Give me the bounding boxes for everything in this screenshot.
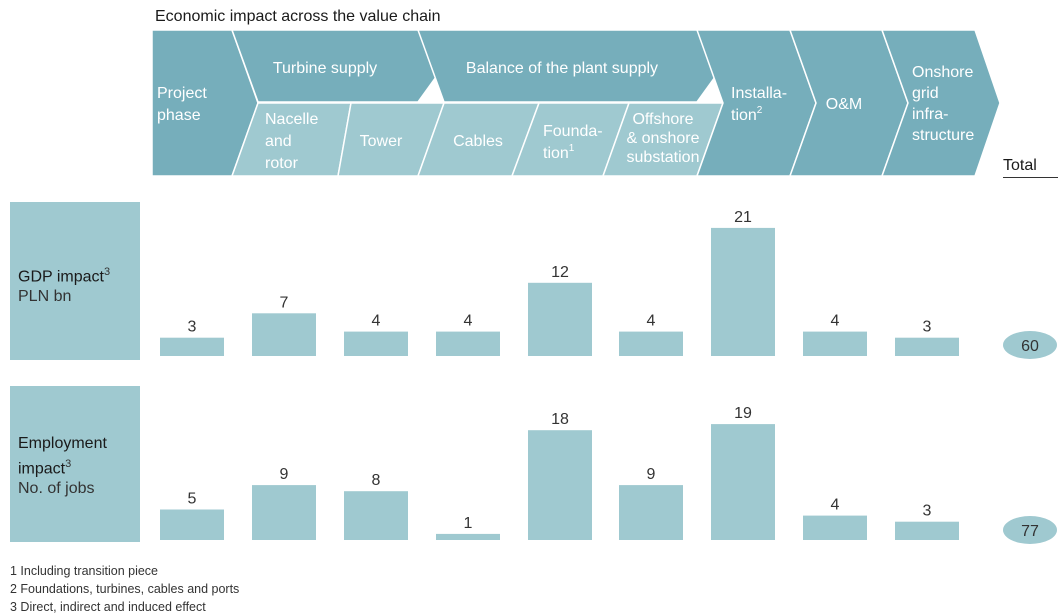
nacelle-label: Nacelle and rotor <box>265 111 318 172</box>
jobs-bar-1 <box>160 509 224 540</box>
project-phase-label-line-2: phase <box>157 107 201 124</box>
gdp-bar-label-7: 21 <box>734 209 752 226</box>
jobs-row-label-box: Employment impact3 No. of jobs <box>10 386 140 542</box>
foundation-label-line-2: tion <box>543 145 569 162</box>
gdp-bar-label-8: 4 <box>831 313 840 330</box>
jobs-bar-label-9: 3 <box>923 503 932 520</box>
jobs-total-pill <box>1003 516 1057 544</box>
gdp-bar-8 <box>803 331 867 356</box>
offshore-label: Offshore & onshore substation <box>627 111 700 166</box>
jobs-unit: No. of jobs <box>18 480 95 498</box>
installation-label-line-1: Installa- <box>731 85 787 102</box>
gdp-total-pill <box>1003 331 1057 359</box>
jobs-bar-label-6: 9 <box>647 466 656 483</box>
footnote-1: 1 Including transition piece <box>10 564 159 578</box>
gdp-bar-label-6: 4 <box>647 313 656 330</box>
gdp-label-sup: 3 <box>103 266 111 278</box>
jobs-bar-label-8: 4 <box>831 497 840 514</box>
footnotes: 1 Including transition piece 2 Foundatio… <box>10 562 239 616</box>
jobs-bar-6 <box>619 485 683 540</box>
offshore-label-line-1: Offshore <box>632 111 693 128</box>
project-phase-label-line-1: Project <box>157 85 207 102</box>
foundation-sup: 1 <box>569 143 575 154</box>
gdp-bar-label-4: 4 <box>464 313 473 330</box>
jobs-bar-3 <box>344 491 408 540</box>
jobs-total-value: 77 <box>1021 523 1039 540</box>
tower-label: Tower <box>360 133 403 150</box>
jobs-bar-label-5: 18 <box>551 411 569 428</box>
jobs-bar-9 <box>895 521 959 540</box>
grid-label-line-2: grid <box>912 85 939 102</box>
gdp-bar-7 <box>711 227 775 356</box>
grid-label-line-3: infra- <box>912 106 948 123</box>
jobs-bar-2 <box>252 485 316 540</box>
jobs-bar-label-1: 5 <box>188 491 197 508</box>
gdp-bar-label-2: 7 <box>280 294 289 311</box>
nacelle-label-line-2: and <box>265 133 292 150</box>
gdp-bar-label-9: 3 <box>923 319 932 336</box>
gdp-bar-label-5: 12 <box>551 264 569 281</box>
project-phase-label: Project phase <box>157 85 207 124</box>
gdp-bar-5 <box>528 282 592 356</box>
bar-chart-area: 3 7 4 4 12 4 21 4 3 60 5 9 8 1 18 9 19 4 3 77 <box>160 209 1057 544</box>
foundation-label: Founda-tion1 <box>543 123 603 162</box>
jobs-bar-7 <box>711 424 775 540</box>
value-chain-chevrons: Project phase Turbine supply Balance of the… <box>151 29 1001 177</box>
offshore-label-line-2: & onshore <box>627 130 700 147</box>
jobs-bar-4 <box>436 533 500 540</box>
installation-label-line-2: tion <box>731 107 757 124</box>
gdp-bar-label-3: 4 <box>372 313 381 330</box>
footnote-3: 3 Direct, indirect and induced effect <box>10 600 206 614</box>
bop-supply-label: Balance of the plant supply <box>466 60 658 77</box>
jobs-bar-label-2: 9 <box>280 466 289 483</box>
gdp-bar-6 <box>619 331 683 356</box>
jobs-bar-label-3: 8 <box>372 472 381 489</box>
footnote-2: 2 Foundations, turbines, cables and port… <box>10 582 240 596</box>
cables-label: Cables <box>453 133 503 150</box>
header-title: Economic impact across the value chain <box>155 8 441 25</box>
jobs-bar-label-7: 19 <box>734 405 752 422</box>
gdp-bar-label-1: 3 <box>188 319 197 336</box>
gdp-total-value: 60 <box>1021 338 1039 355</box>
grid-label-line-4: structure <box>912 127 974 144</box>
gdp-row-label-box: GDP impact3 PLN bn <box>10 202 140 360</box>
jobs-row-label: Employment impact3 No. of jobs <box>18 434 107 499</box>
offshore-label-line-3: substation <box>627 149 700 166</box>
grid-label-line-1: Onshore <box>912 64 973 81</box>
jobs-label-sup: 3 <box>65 458 72 470</box>
foundation-label-line-1: Founda- <box>543 123 603 140</box>
gdp-bar-3 <box>344 331 408 356</box>
chevron-onshore-grid <box>880 29 1001 177</box>
om-label: O&M <box>826 96 862 113</box>
gdp-bar-9 <box>895 337 959 356</box>
gdp-row-label: GDP impact3 PLN bn <box>18 262 110 307</box>
gdp-label-text: GDP impact <box>18 268 104 286</box>
gdp-bar-4 <box>436 331 500 356</box>
installation-label: Installa-tion2 <box>731 85 787 124</box>
nacelle-label-line-1: Nacelle <box>265 111 318 128</box>
jobs-bar-5 <box>528 430 592 540</box>
jobs-label-line2: impact <box>18 460 66 478</box>
turbine-supply-label: Turbine supply <box>273 60 377 77</box>
jobs-bar-label-4: 1 <box>464 515 473 532</box>
grid-label: Onshore grid infra-structure <box>912 64 974 144</box>
gdp-unit: PLN bn <box>18 288 72 306</box>
jobs-bar-8 <box>803 515 867 540</box>
gdp-bar-2 <box>252 313 316 356</box>
jobs-label-line1: Employment <box>18 435 107 452</box>
nacelle-label-line-3: rotor <box>265 155 299 172</box>
gdp-bar-1 <box>160 337 224 356</box>
total-header: Total <box>1003 157 1058 178</box>
installation-sup: 2 <box>757 105 763 116</box>
